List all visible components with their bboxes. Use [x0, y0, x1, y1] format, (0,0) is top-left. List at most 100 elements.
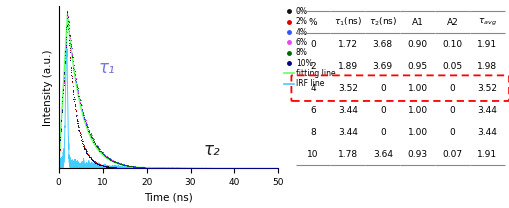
Point — [226, 167, 234, 170]
Point — [142, 166, 150, 169]
Point — [82, 121, 90, 124]
Point — [97, 163, 105, 167]
Point — [106, 165, 114, 169]
Point — [137, 167, 146, 170]
Point — [129, 167, 137, 170]
Point — [223, 167, 232, 170]
Point — [121, 166, 129, 170]
Point — [145, 167, 153, 170]
Point — [198, 167, 206, 170]
Point — [143, 166, 151, 169]
Point — [189, 167, 197, 170]
Point — [87, 157, 95, 160]
Point — [82, 122, 91, 125]
Point — [109, 159, 118, 162]
Point — [109, 160, 117, 163]
Point — [100, 154, 108, 157]
Point — [242, 167, 250, 170]
Point — [190, 167, 198, 170]
Point — [187, 167, 195, 170]
Point — [236, 167, 244, 170]
Point — [266, 167, 274, 170]
Point — [92, 144, 100, 147]
Point — [257, 167, 265, 170]
Point — [201, 167, 209, 170]
Point — [54, 167, 63, 170]
Point — [63, 24, 71, 27]
Point — [147, 166, 155, 170]
Point — [56, 136, 64, 139]
Point — [227, 167, 235, 170]
Point — [211, 167, 219, 170]
Point — [256, 167, 264, 170]
Point — [189, 167, 197, 170]
Point — [162, 167, 171, 170]
Point — [189, 167, 197, 170]
Point — [246, 167, 254, 170]
Point — [112, 161, 121, 164]
Point — [75, 94, 83, 97]
Point — [111, 161, 120, 164]
Point — [58, 108, 66, 112]
Point — [83, 152, 91, 155]
Point — [257, 167, 265, 170]
Point — [187, 167, 195, 170]
Point — [215, 167, 223, 170]
Point — [136, 167, 145, 170]
Point — [77, 107, 86, 110]
Point — [113, 166, 121, 169]
Point — [152, 166, 160, 170]
Point — [229, 167, 237, 170]
Point — [160, 167, 168, 170]
Point — [127, 165, 135, 168]
Point — [102, 165, 110, 168]
Point — [192, 167, 200, 170]
Point — [89, 158, 97, 162]
Point — [159, 167, 167, 170]
Point — [143, 167, 151, 170]
Point — [81, 150, 90, 153]
Point — [241, 167, 249, 170]
Point — [129, 166, 137, 170]
Point — [108, 166, 116, 169]
Point — [224, 167, 233, 170]
Point — [92, 161, 100, 165]
Point — [131, 167, 139, 170]
Point — [146, 166, 154, 170]
Point — [243, 167, 251, 170]
Point — [153, 167, 161, 170]
Point — [150, 167, 158, 170]
Point — [71, 72, 79, 76]
Point — [109, 166, 117, 169]
Point — [206, 167, 214, 170]
Point — [129, 165, 137, 168]
Point — [103, 155, 111, 158]
Point — [175, 167, 183, 170]
Point — [223, 167, 232, 170]
Point — [250, 167, 259, 170]
Point — [241, 167, 249, 170]
Point — [245, 167, 253, 170]
Point — [238, 167, 246, 170]
Point — [143, 167, 151, 170]
Point — [197, 167, 206, 170]
Point — [81, 147, 89, 151]
Point — [264, 167, 272, 170]
Point — [146, 166, 154, 170]
Point — [164, 167, 172, 170]
Point — [169, 167, 177, 170]
Point — [111, 166, 119, 169]
Point — [236, 167, 244, 170]
Point — [225, 167, 234, 170]
Point — [107, 166, 116, 169]
Point — [203, 167, 211, 170]
Point — [258, 167, 266, 170]
Point — [64, 23, 72, 26]
Point — [175, 167, 183, 170]
Point — [267, 167, 275, 170]
Point — [178, 167, 186, 170]
Point — [139, 167, 148, 170]
Point — [149, 166, 157, 170]
Point — [252, 167, 260, 170]
Point — [261, 167, 269, 170]
